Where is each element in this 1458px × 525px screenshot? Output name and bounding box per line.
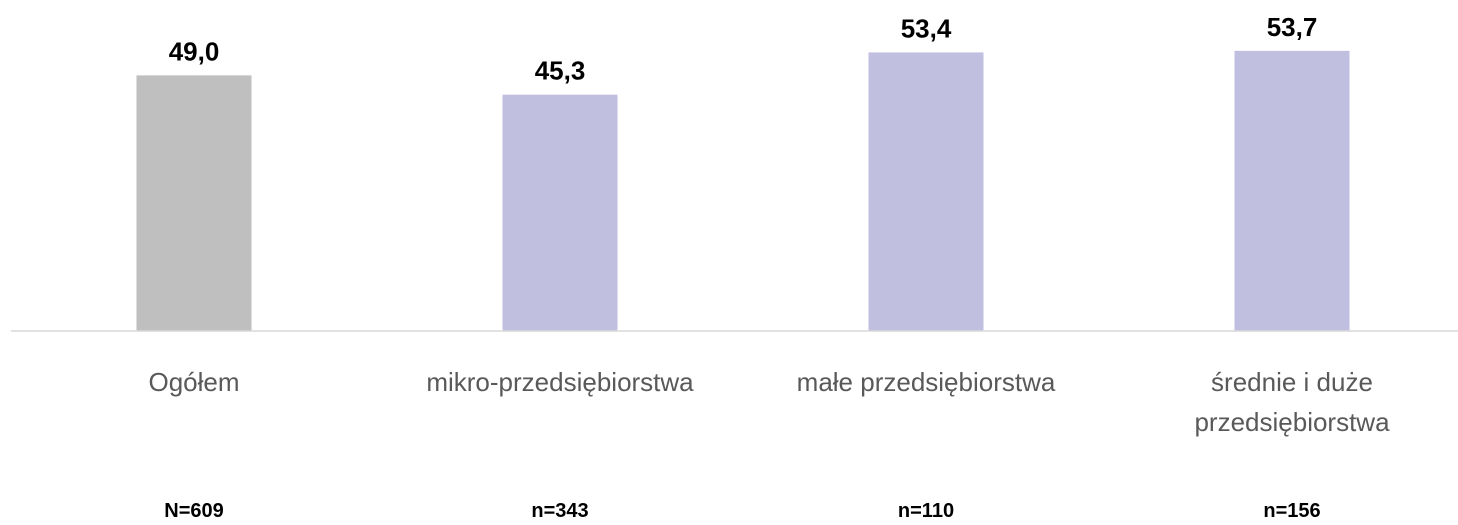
bar <box>502 94 618 331</box>
x-tick-label: średnie i duże przedsiębiorstwa <box>1194 367 1390 437</box>
bar <box>136 75 252 331</box>
data-label: 53,7 <box>1267 12 1318 42</box>
x-tick-label: małe przedsiębiorstwa <box>796 367 1056 397</box>
bar <box>868 52 984 332</box>
data-label: 45,3 <box>535 56 586 86</box>
x-tick-label: mikro-przedsiębiorstwa <box>426 367 694 397</box>
sample-size: N=609 <box>164 500 224 522</box>
data-label: 53,4 <box>901 13 952 43</box>
sample-size: n=110 <box>897 500 955 522</box>
data-label: 49,0 <box>169 36 220 66</box>
x-tick-label: Ogółem <box>148 367 240 397</box>
bar <box>1234 50 1350 332</box>
sample-size: n=343 <box>531 500 589 522</box>
sample-size: n=156 <box>1263 500 1321 522</box>
